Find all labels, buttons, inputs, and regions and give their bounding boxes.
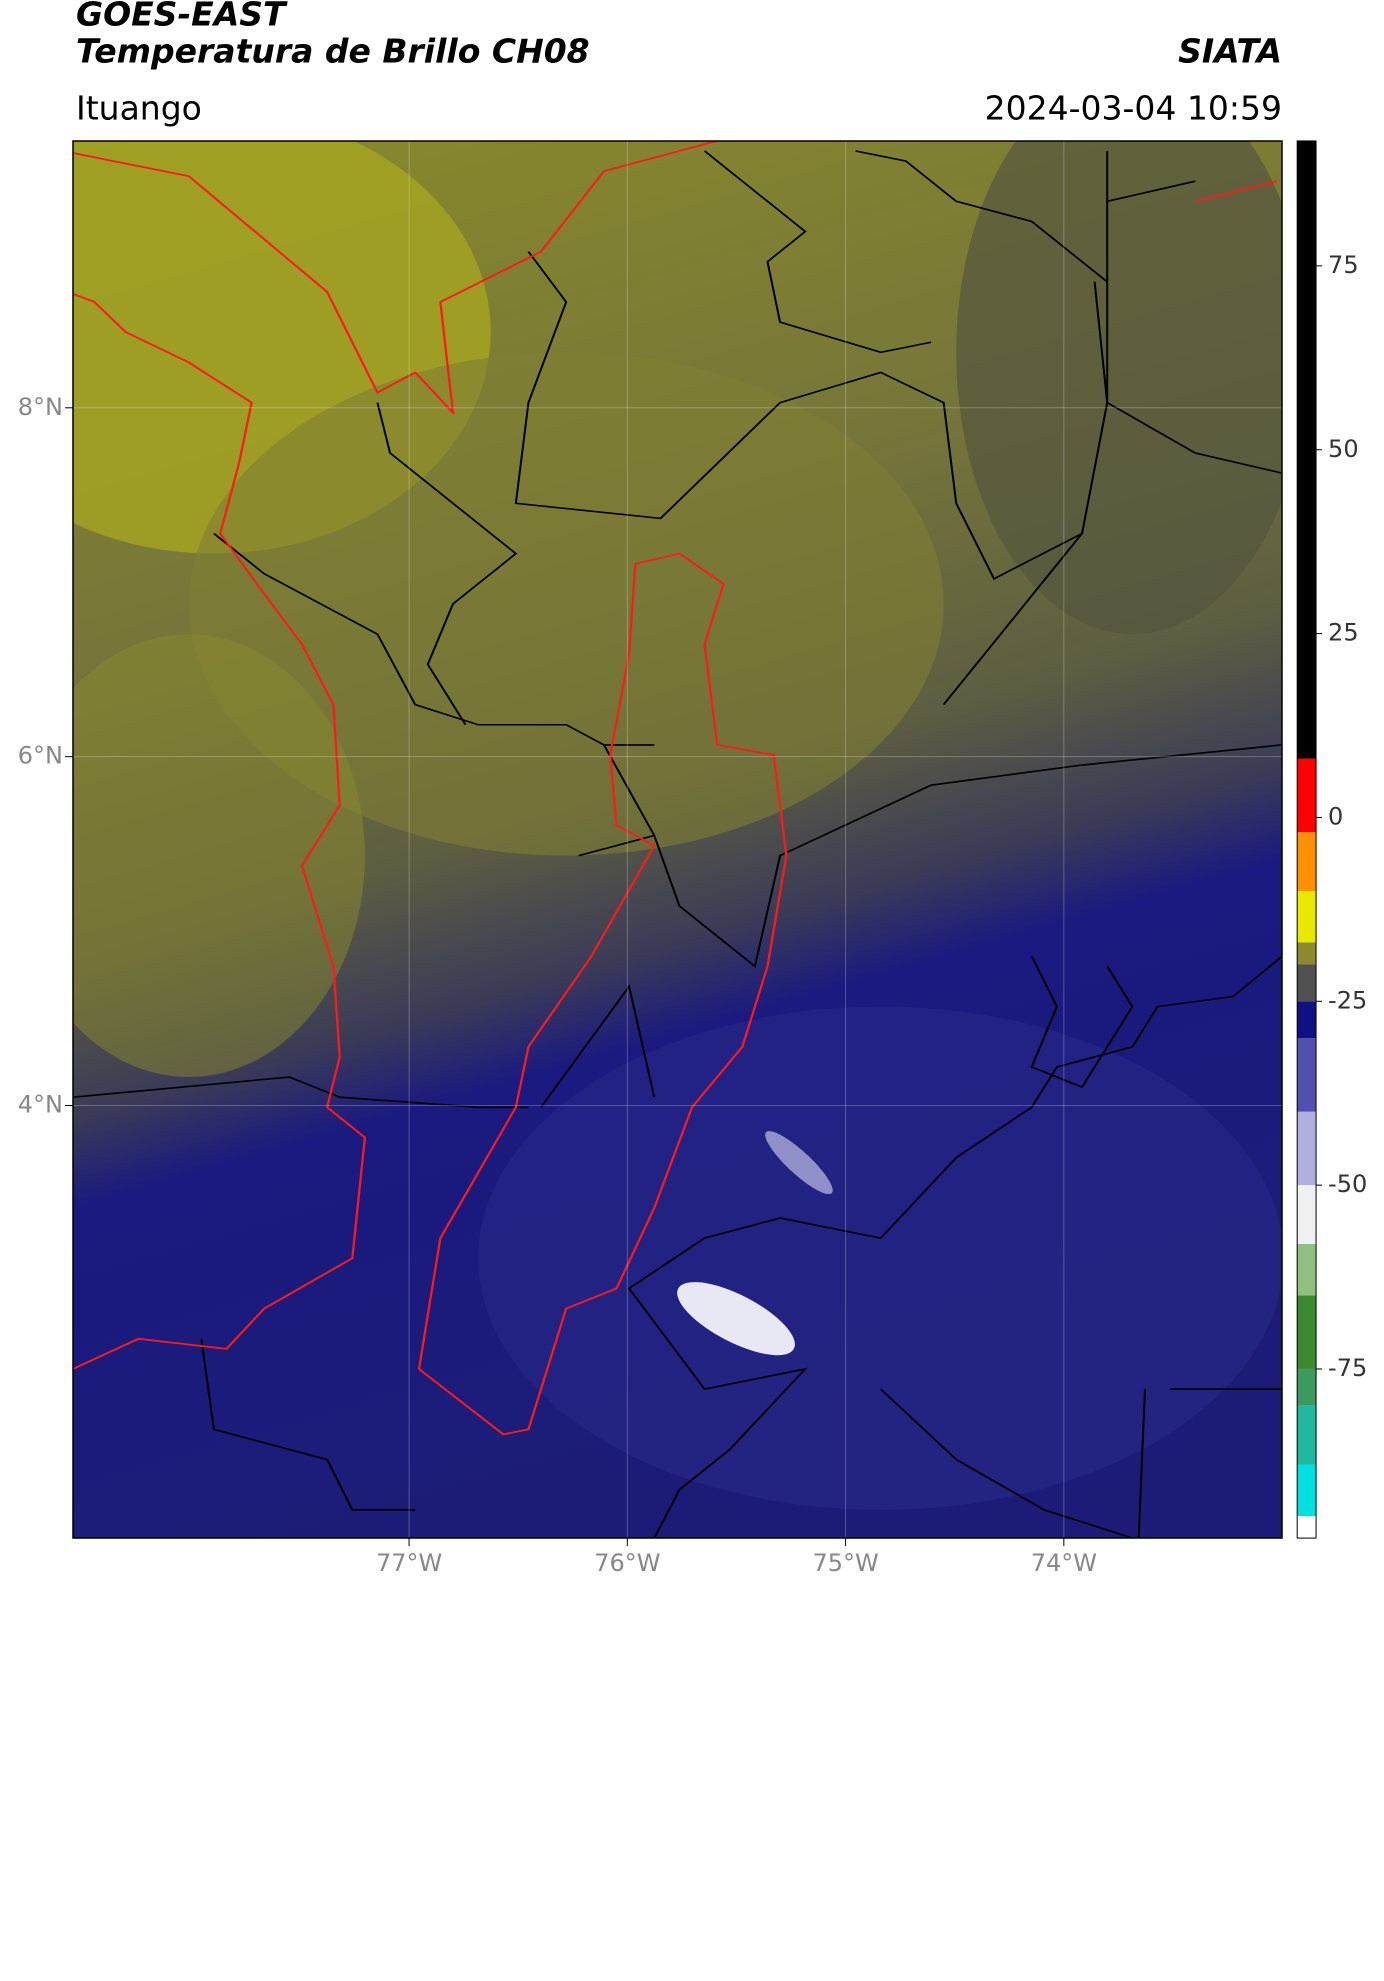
colorbar-segment (1297, 1038, 1317, 1112)
colorbar-segment (1297, 890, 1317, 943)
title: GOES-EAST (76, 0, 288, 34)
colorbar-segment (1297, 1243, 1317, 1296)
timestamp: 2024-03-04 10:59 (985, 89, 1282, 128)
y-tick-label: 4°N (18, 1091, 63, 1119)
colorbar-segment (1297, 1185, 1317, 1244)
grid: 77°W 76°W 75°W 74°W 8°N 6°N 4°N (18, 140, 1283, 1577)
colorbar-segment (1297, 964, 1317, 1002)
y-tick-label: 8°N (18, 393, 63, 421)
colorbar-segment (1297, 1368, 1317, 1406)
colorbar-segment (1297, 1111, 1317, 1186)
colorbar-frame (1296, 140, 1317, 1539)
colorbar-segment (1297, 1001, 1317, 1039)
colorbar-tick-label: 75 (1328, 251, 1359, 279)
colorbar-segment (1297, 942, 1317, 965)
location: Ituango (76, 89, 202, 128)
colorbar-tick-label: 0 (1328, 802, 1343, 830)
y-tick-label: 6°N (18, 742, 63, 770)
x-tick-label: 74°W (1031, 1549, 1097, 1577)
colorbar-segment (1297, 1464, 1317, 1517)
x-tick-label: 75°W (812, 1549, 878, 1577)
colorbar-tick-label: -50 (1328, 1170, 1367, 1198)
colorbar-segment (1297, 1516, 1317, 1539)
colorbar: 75 50 25 0 -25 -50 -75 (1296, 140, 1367, 1539)
map-image (72, 140, 1283, 1539)
map-frame (72, 140, 1283, 1539)
colorbar-tick-label: 50 (1328, 435, 1359, 463)
colorbar-segment (1297, 1295, 1317, 1369)
x-tick-label: 76°W (594, 1549, 660, 1577)
brand: SIATA (1178, 32, 1282, 71)
colorbar-segment (1297, 832, 1317, 891)
colorbar-segment (1297, 758, 1317, 833)
red-borders (72, 140, 1278, 1436)
admin-borders (72, 150, 1283, 1539)
colorbar-segment (1297, 1405, 1317, 1465)
colorbar-tick-label: -75 (1328, 1354, 1367, 1382)
subtitle: Temperatura de Brillo CH08 (76, 32, 590, 71)
colorbar-segment (1297, 140, 1317, 759)
colorbar-tick-label: 25 (1328, 619, 1359, 647)
colorbar-tick-label: -25 (1328, 986, 1367, 1014)
x-tick-label: 77°W (376, 1549, 442, 1577)
